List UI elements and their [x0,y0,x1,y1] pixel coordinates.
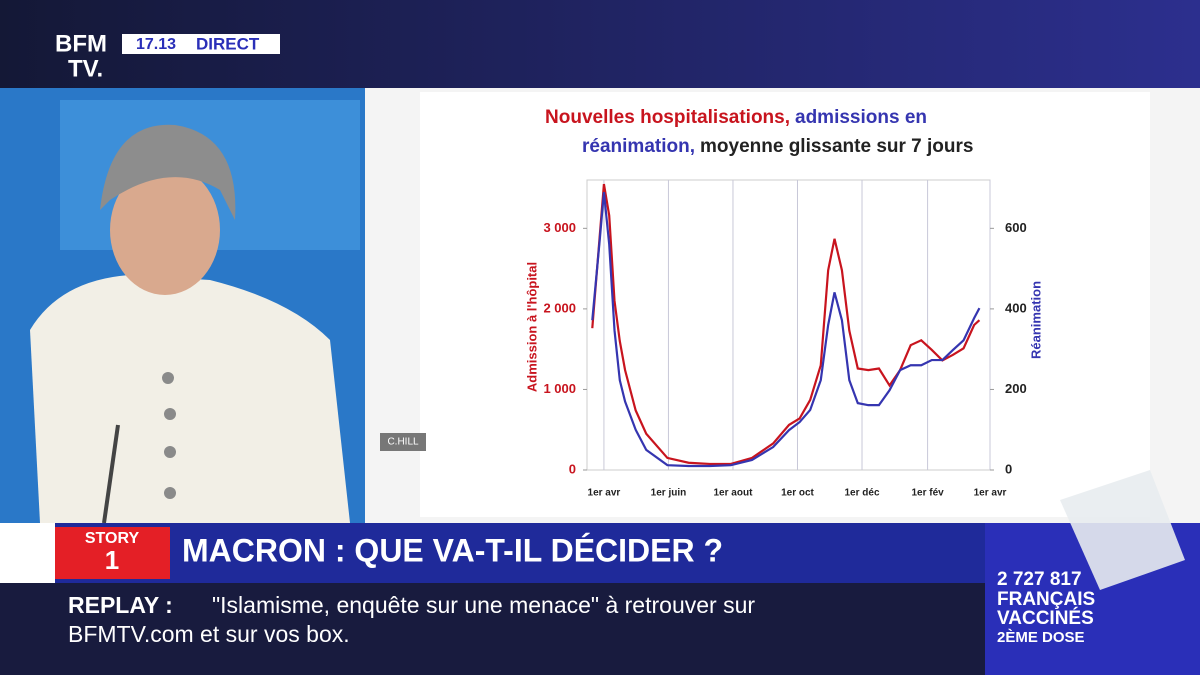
x-tick-label: 1er juin [651,488,687,499]
x-tick-label: 1er avr [588,488,621,499]
y2-tick-label: 600 [1005,220,1027,235]
chart-title: moyenne glissante sur 7 jours [700,136,973,157]
credit-box [380,433,426,451]
y2-tick-label: 400 [1005,300,1027,315]
ticker-text: "Islamisme, enquête sur une menace" à re… [212,592,755,618]
y-tick-label: 3 000 [543,220,576,235]
y2-tick-label: 200 [1005,381,1027,396]
x-tick-label: 1er fév [911,488,944,499]
story-box [55,527,170,579]
y-axis-label: Admission à l'hôpital [524,262,539,392]
x-tick-label: 1er déc [844,488,879,499]
chart-title: admissions en [795,107,927,128]
logo: TV. [68,55,103,82]
live-label: DIRECT [196,34,260,53]
vaccine-count: 2 727 817 [997,569,1082,590]
time-box [122,34,280,54]
story-number: 1 [105,545,119,575]
logo: BFM [55,30,107,57]
y-tick-label: 2 000 [543,300,576,315]
y2-axis-label: Réanimation [1028,281,1043,359]
vial [1060,470,1185,590]
ticker-label: REPLAY : [68,592,173,618]
x-tick-label: 1er oct [781,488,814,499]
x-tick-label: 1er avr [974,488,1007,499]
person-face [110,165,220,295]
vaccine-text: FRANÇAIS [997,589,1095,610]
headline-bar [55,523,985,583]
time: 17.13 [136,36,176,53]
buttons [162,372,176,499]
person-hair [100,124,236,220]
chart-title: réanimation, [582,136,695,157]
y-tick-label: 1 000 [543,381,576,396]
vaccine-text: 2ÈME DOSE [997,629,1085,646]
ticker-text: BFMTV.com et sur vos box. [68,621,350,647]
credit: C.HILL [387,437,419,448]
x-tick-label: 1er aout [714,488,754,499]
ticker-bar [0,583,985,675]
y2-tick-label: 0 [1005,461,1012,476]
headline: MACRON : QUE VA-T-IL DÉCIDER ? [182,532,723,568]
series-line [591,183,981,466]
chart: Nouvelles hospitalisations, admissions en… [380,107,1043,499]
y-tick-label: 0 [569,461,576,476]
story-label: STORY [85,530,140,547]
series-line [591,191,981,468]
chart-title: Nouvelles hospitalisations, [545,107,790,128]
vaccine-text: VACCINÉS [997,607,1094,629]
person-body [30,275,350,523]
chart-slide [420,92,1150,517]
microphone [102,424,120,524]
